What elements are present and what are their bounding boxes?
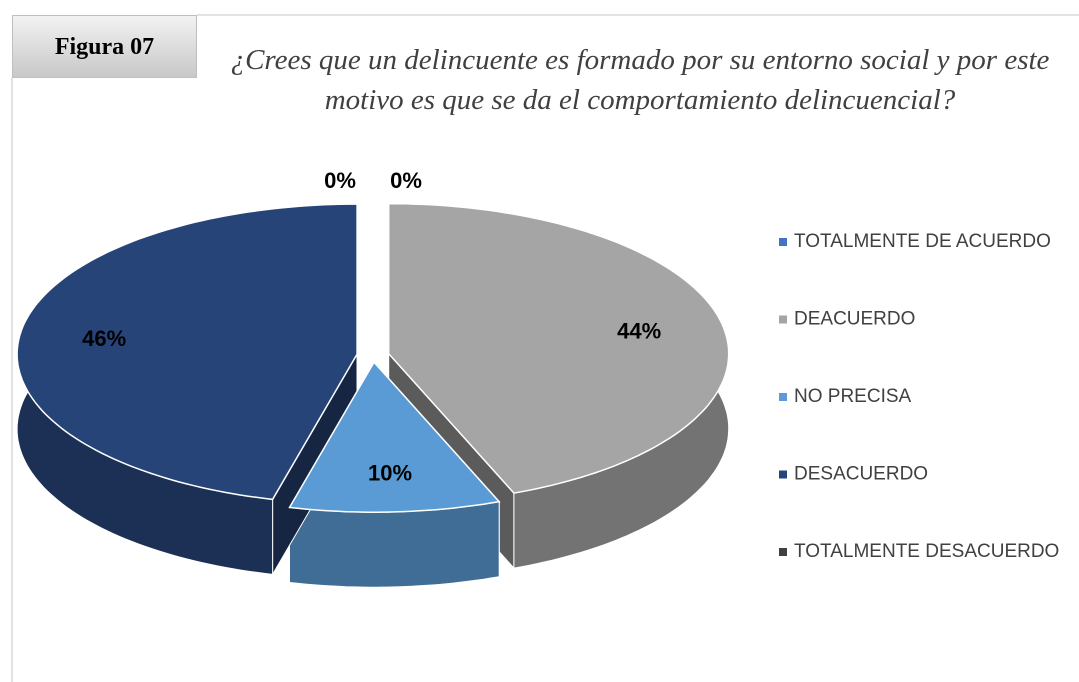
legend-swatch <box>779 548 787 556</box>
legend-swatch <box>779 470 787 479</box>
slice <box>16 203 358 501</box>
slice-side <box>289 501 500 588</box>
legend-swatch <box>779 315 787 324</box>
data-label: 46% <box>82 326 126 351</box>
slice <box>288 360 501 513</box>
legend-swatch <box>779 393 787 401</box>
legend-label: TOTALMENTE DESACUERDO <box>794 541 1059 562</box>
data-label: 0% <box>390 168 422 193</box>
chart-title: ¿Crees que un delincuente es formado por… <box>230 44 1050 116</box>
slice <box>387 202 730 494</box>
legend-swatch <box>779 238 787 246</box>
legend-label: DESACUERDO <box>794 464 928 485</box>
legend-label: DEACUERDO <box>794 309 915 330</box>
legend-label: NO PRECISA <box>794 386 912 407</box>
data-label: 10% <box>368 460 412 485</box>
legend-label: TOTALMENTE DE ACUERDO <box>794 231 1051 252</box>
data-label: 44% <box>617 318 661 343</box>
figure-label: Figura 07 <box>12 15 197 78</box>
data-label: 0% <box>324 168 356 193</box>
